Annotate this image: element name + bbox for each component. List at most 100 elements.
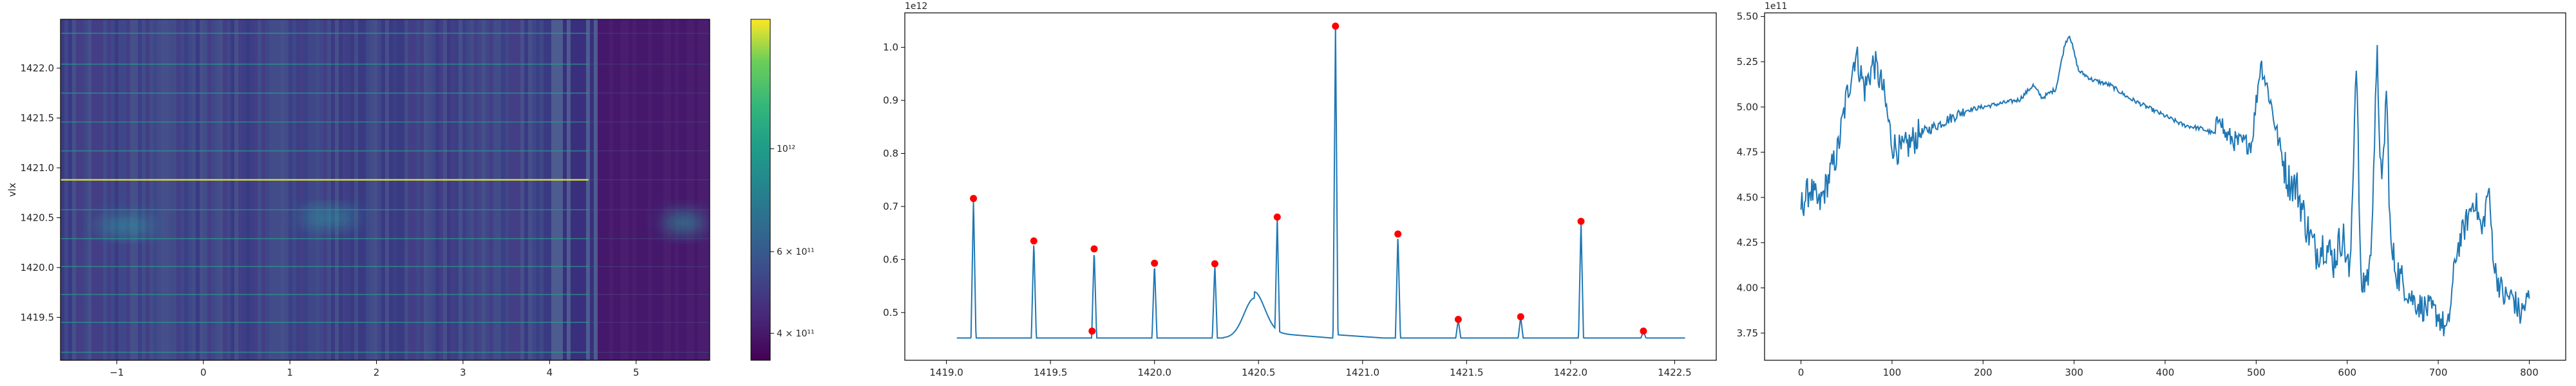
heatmap-cell-column <box>281 19 285 360</box>
heatmap-x-ticks: −1 0 1 2 3 4 5 <box>109 360 639 378</box>
heatmap-cell-column <box>559 19 564 360</box>
heatmap-cell-column <box>482 19 486 360</box>
heatmap-cell-column <box>586 19 591 360</box>
heatmap-cell-column <box>122 19 127 360</box>
peaks-y-ticks: 0.5 0.6 0.7 0.8 0.9 1.0 <box>883 42 905 318</box>
heatmap-y-ticks: 1419.5 1420.0 1420.5 1421.0 1421.5 1422.0 <box>21 62 61 323</box>
heatmap-cell-column <box>648 19 652 360</box>
heatmap-cell-column <box>679 19 683 360</box>
colorbar-tick-label: 6 × 10¹¹ <box>777 247 815 257</box>
heatmap-y-tick-label: 1420.5 <box>21 212 55 223</box>
series-y-tick-label: 5.25 <box>1737 56 1758 68</box>
heatmap-cell-column <box>254 19 258 360</box>
heatmap-cell-column <box>192 19 196 360</box>
heatmap-cell-column <box>285 19 289 360</box>
heatmap-cell-column <box>412 19 417 360</box>
heatmap-cell-column <box>613 19 618 360</box>
heatmap-cell-column <box>528 19 533 360</box>
series-x-tick-label: 500 <box>2247 367 2266 378</box>
series-y-tick-label: 4.00 <box>1737 282 1758 294</box>
heatmap-cell-column <box>165 19 169 360</box>
heatmap-cell-column <box>439 19 444 360</box>
heatmap-cell-column <box>91 19 96 360</box>
heatmap-cell-column <box>540 19 544 360</box>
series-y-ticks: 3.75 4.00 4.25 4.50 4.75 5.00 5.25 5.50 <box>1737 11 1765 339</box>
heatmap-cell-column <box>563 19 567 360</box>
heatmap-cell-column <box>103 19 108 360</box>
heatmap-y-label: vlx <box>6 183 18 197</box>
heatmap-cell-column <box>250 19 254 360</box>
heatmap-cell-column <box>138 19 142 360</box>
heatmap-cell-column <box>246 19 251 360</box>
heatmap-cell-column <box>200 19 204 360</box>
colorbar-ticks: 4 × 10¹¹ 6 × 10¹¹ 10¹² <box>770 144 815 339</box>
heatmap-y-tick-label: 1421.0 <box>21 162 55 174</box>
heatmap-cell-column <box>312 19 316 360</box>
heatmap-cell-column <box>180 19 185 360</box>
heatmap-cell-column <box>698 19 703 360</box>
heatmap-cell-column <box>532 19 536 360</box>
heatmap-cell-column <box>377 19 382 360</box>
heatmap-cell-column <box>393 19 397 360</box>
heatmap-cell-column <box>598 19 602 360</box>
heatmap-cell-column <box>397 19 401 360</box>
heatmap-cell-column <box>196 19 200 360</box>
heatmap-cell-column <box>470 19 475 360</box>
heatmap-cell-column <box>683 19 687 360</box>
peaks-y-tick-label: 0.9 <box>883 95 898 106</box>
heatmap-cell-column <box>466 19 471 360</box>
heatmap-cell-column <box>574 19 579 360</box>
heatmap-cell-column <box>115 19 119 360</box>
heatmap-cell-column <box>617 19 621 360</box>
heatmap-cell-column <box>474 19 478 360</box>
heatmap-cell-column <box>204 19 208 360</box>
peaks-y-tick-label: 0.7 <box>883 201 898 212</box>
heatmap-plot-area <box>61 19 710 360</box>
heatmap-cell-column <box>277 19 281 360</box>
heatmap-column-texture <box>61 19 710 360</box>
heatmap-cell-column <box>327 19 332 360</box>
heatmap-cell-column <box>524 19 529 360</box>
heatmap-horizontal-lines <box>61 32 710 353</box>
heatmap-cell-column <box>497 19 502 360</box>
heatmap-cell-column <box>551 19 556 360</box>
peaks-y-tick-label: 0.8 <box>883 147 898 159</box>
heatmap-cell-column <box>211 19 216 360</box>
heatmap-cell-column <box>401 19 405 360</box>
peak-marker <box>1090 245 1098 253</box>
heatmap-cell-column <box>134 19 138 360</box>
heatmap-cell-column <box>590 19 594 360</box>
heatmap-cell-column <box>207 19 212 360</box>
peak-marker <box>1211 260 1218 268</box>
heatmap-x-tick-label: 1 <box>287 367 293 378</box>
heatmap-cell-column <box>690 19 695 360</box>
heatmap-cell-column <box>578 19 583 360</box>
series-line <box>1800 35 2530 336</box>
heatmap-cell-column <box>644 19 649 360</box>
heatmap-cell-column <box>416 19 421 360</box>
heatmap-cell-column <box>663 19 668 360</box>
heatmap-frame <box>60 19 710 361</box>
heatmap-cell-column <box>435 19 440 360</box>
heatmap-cell-column <box>149 19 154 360</box>
heatmap-y-tick-label: 1421.5 <box>21 112 55 124</box>
heatmap-cell-column <box>234 19 239 360</box>
heatmap-cell-column <box>176 19 181 360</box>
series-x-tick-label: 0 <box>1798 367 1804 378</box>
heatmap-cell-column <box>486 19 490 360</box>
heatmap-cell-column <box>420 19 424 360</box>
peaks-x-tick-label: 1420.0 <box>1137 367 1171 378</box>
heatmap-cell-column <box>111 19 115 360</box>
heatmap-cell-column <box>76 19 80 360</box>
series-y-tick-label: 3.75 <box>1737 327 1758 339</box>
peaks-x-tick-label: 1422.0 <box>1554 367 1588 378</box>
heatmap-cell-column <box>238 19 243 360</box>
heatmap-cell-column <box>350 19 355 360</box>
heatmap-cell-column <box>354 19 359 360</box>
heatmap-cell-column <box>621 19 625 360</box>
peaks-x-tick-label: 1419.5 <box>1034 367 1068 378</box>
peak-marker <box>1030 237 1037 245</box>
peak-marker <box>1332 23 1340 30</box>
heatmap-cell-column <box>346 19 351 360</box>
series-x-tick-label: 100 <box>1883 367 1902 378</box>
